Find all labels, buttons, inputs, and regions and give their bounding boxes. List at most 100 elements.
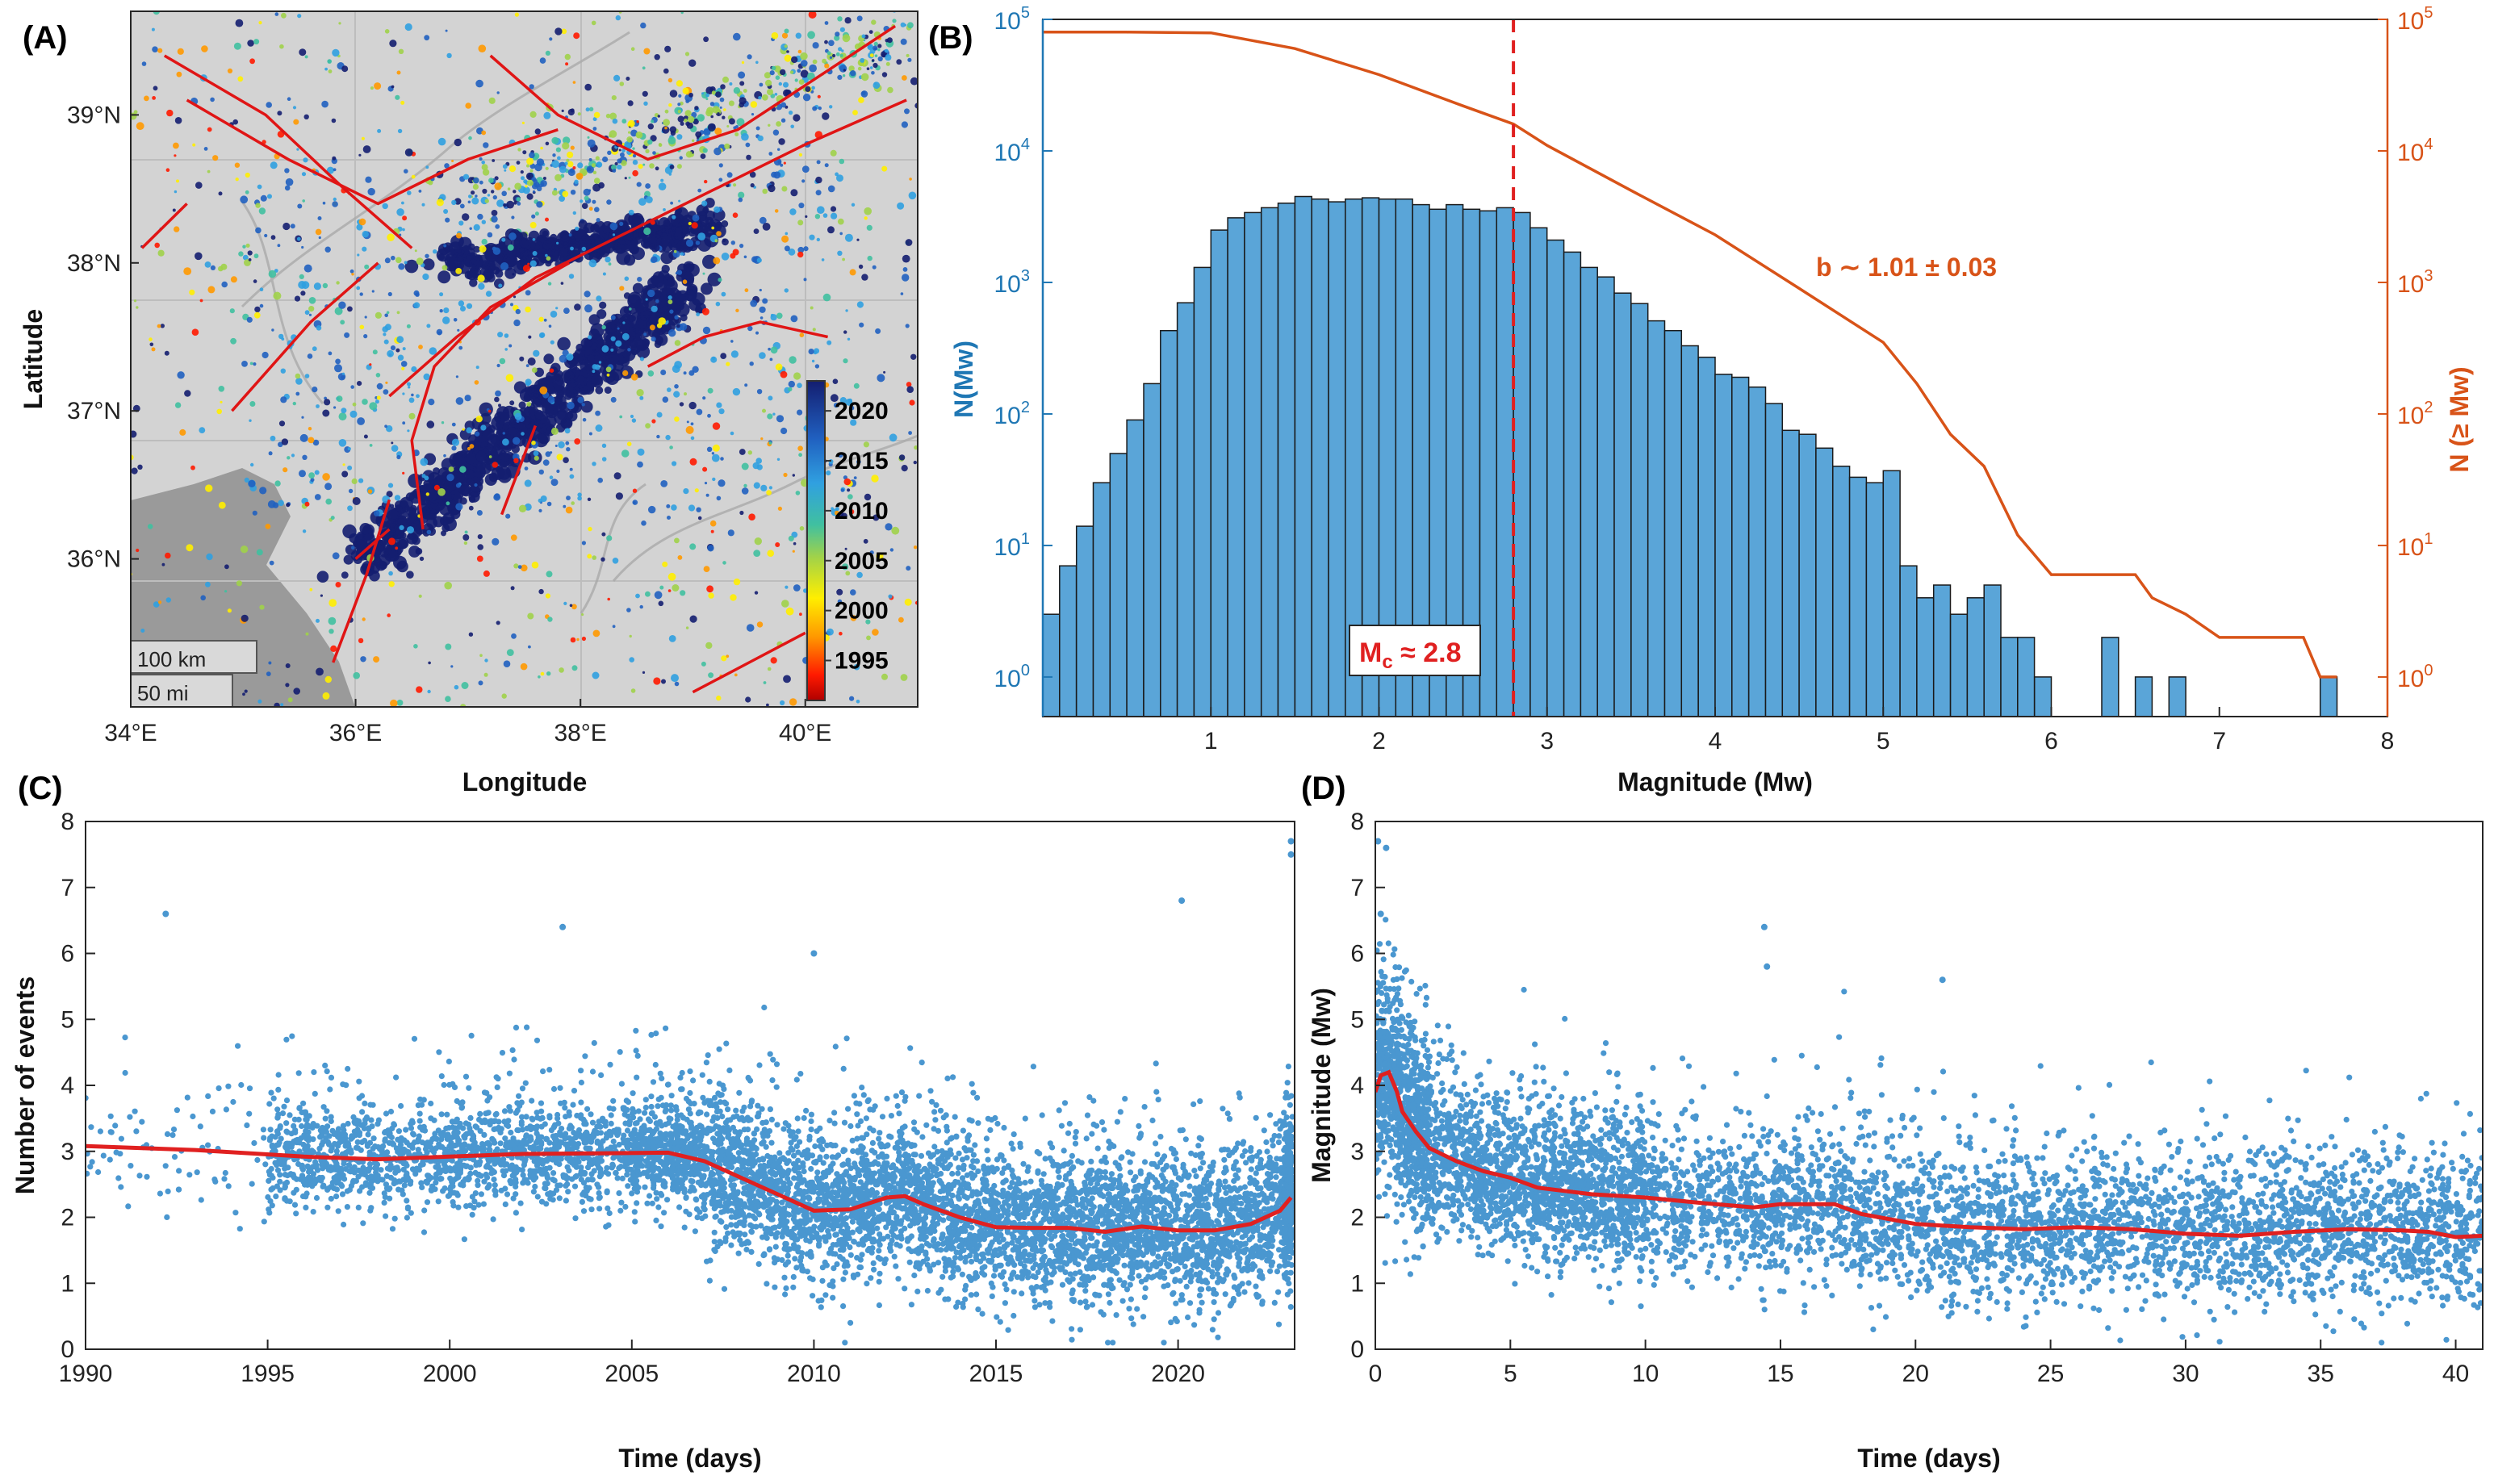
map-event-dot xyxy=(327,59,333,64)
map-event-dot xyxy=(404,148,413,157)
map-event-dot xyxy=(822,112,830,120)
map-event-dot xyxy=(407,532,416,541)
map-event-dot xyxy=(280,396,287,403)
map-event-dot xyxy=(478,282,485,290)
map-event-dot xyxy=(136,122,144,131)
map-event-dot xyxy=(676,80,684,87)
hist-ytick-label-right: 102 xyxy=(2397,399,2433,429)
map-event-dot xyxy=(274,12,279,16)
panel-c-event-dot xyxy=(107,1156,113,1163)
map-event-dot xyxy=(824,163,829,168)
map-event-dot xyxy=(560,230,569,239)
map-event-dot xyxy=(218,386,225,392)
map-event-dot xyxy=(375,311,382,319)
map-event-dot xyxy=(683,371,687,375)
histogram-bar xyxy=(2000,637,2019,717)
map-event-dot xyxy=(444,581,452,590)
map-event-dot xyxy=(581,613,584,617)
map-event-dot xyxy=(591,374,603,386)
panel-c-event-dot xyxy=(382,1193,388,1200)
map-event-dot xyxy=(563,601,567,606)
map-event-dot xyxy=(481,164,488,171)
map-event-dot xyxy=(824,63,830,69)
histogram-bar xyxy=(1513,211,1531,717)
map-event-dot xyxy=(868,30,873,34)
panel-c-event-dot xyxy=(589,1068,596,1075)
panel-c-event-dot xyxy=(518,1121,525,1128)
map-event-dot xyxy=(708,672,714,679)
map-event-dot xyxy=(531,214,536,219)
scalebar-km xyxy=(131,640,257,674)
map-event-dot xyxy=(529,408,538,416)
histogram-bar xyxy=(2168,676,2186,717)
panel-c-event-dot xyxy=(473,1160,480,1166)
map-event-dot xyxy=(871,474,879,483)
map-event-dot xyxy=(218,501,226,509)
map-event-dot xyxy=(451,438,460,446)
map-event-dot xyxy=(533,190,535,193)
map-event-dot xyxy=(157,48,163,53)
map-event-dot xyxy=(191,328,199,337)
map-event-dot xyxy=(265,524,271,529)
map-event-dot xyxy=(647,123,654,130)
map-event-dot xyxy=(570,190,576,195)
map-event-dot xyxy=(245,172,250,178)
fault-trace xyxy=(647,320,828,368)
histogram-bar xyxy=(1832,466,1851,717)
panel-c-event-dot xyxy=(209,1108,216,1114)
map-event-dot xyxy=(630,688,636,693)
map-event-dot xyxy=(369,444,373,447)
map-event-dot xyxy=(664,126,667,130)
map-event-dot xyxy=(822,213,828,218)
map-event-dot xyxy=(792,550,795,553)
map-event-dot xyxy=(391,445,399,452)
map-event-dot xyxy=(733,87,741,94)
map-event-dot xyxy=(514,412,522,420)
map-event-dot xyxy=(328,629,334,634)
map-event-dot xyxy=(538,498,542,503)
map-event-dot xyxy=(711,356,716,361)
map-event-dot xyxy=(277,244,281,248)
map-event-dot xyxy=(847,398,852,403)
map-event-dot xyxy=(314,470,320,475)
map-event-dot xyxy=(509,400,515,406)
map-event-dot xyxy=(179,428,186,436)
map-event-dot xyxy=(784,245,790,252)
map-event-dot xyxy=(544,375,554,385)
panel-c-event-dot xyxy=(412,1167,418,1173)
map-event-dot xyxy=(328,351,333,356)
map-event-dot xyxy=(450,508,461,520)
panel-c-event-dot xyxy=(360,1220,366,1227)
map-event-dot xyxy=(637,461,643,468)
panel-c-event-dot xyxy=(295,1116,302,1122)
map-event-dot xyxy=(492,159,496,162)
map-event-dot xyxy=(359,292,363,296)
map-event-dot xyxy=(832,53,836,58)
map-event-dot xyxy=(642,66,646,70)
map-event-dot xyxy=(798,453,802,458)
map-event-dot xyxy=(326,166,334,174)
panel-c-event-dot xyxy=(344,1204,350,1210)
map-event-dot xyxy=(387,349,394,357)
panel-c-event-dot xyxy=(345,1140,352,1147)
map-event-dot xyxy=(645,148,650,153)
map-event-dot xyxy=(816,160,821,165)
map-event-dot xyxy=(633,501,636,504)
map-event-dot xyxy=(501,190,507,197)
panel-c-event-dot xyxy=(583,1145,589,1152)
panel-c-event-dot xyxy=(587,1133,593,1139)
map-event-dot xyxy=(522,186,530,194)
map-event-dot xyxy=(533,349,540,357)
map-event-dot xyxy=(504,169,507,172)
map-event-dot xyxy=(387,509,400,522)
panel-c-event-dot xyxy=(596,1195,603,1202)
panel-c-event-dot xyxy=(536,1160,542,1166)
map-event-dot xyxy=(260,194,267,202)
panel-c-event-dot xyxy=(450,1149,457,1156)
map-event-dot xyxy=(259,604,265,610)
panel-c-event-dot xyxy=(483,1089,490,1097)
map-event-dot xyxy=(542,177,546,180)
panel-c-event-dot xyxy=(557,1085,563,1091)
map-event-dot xyxy=(810,306,814,310)
map-event-dot xyxy=(375,399,379,404)
